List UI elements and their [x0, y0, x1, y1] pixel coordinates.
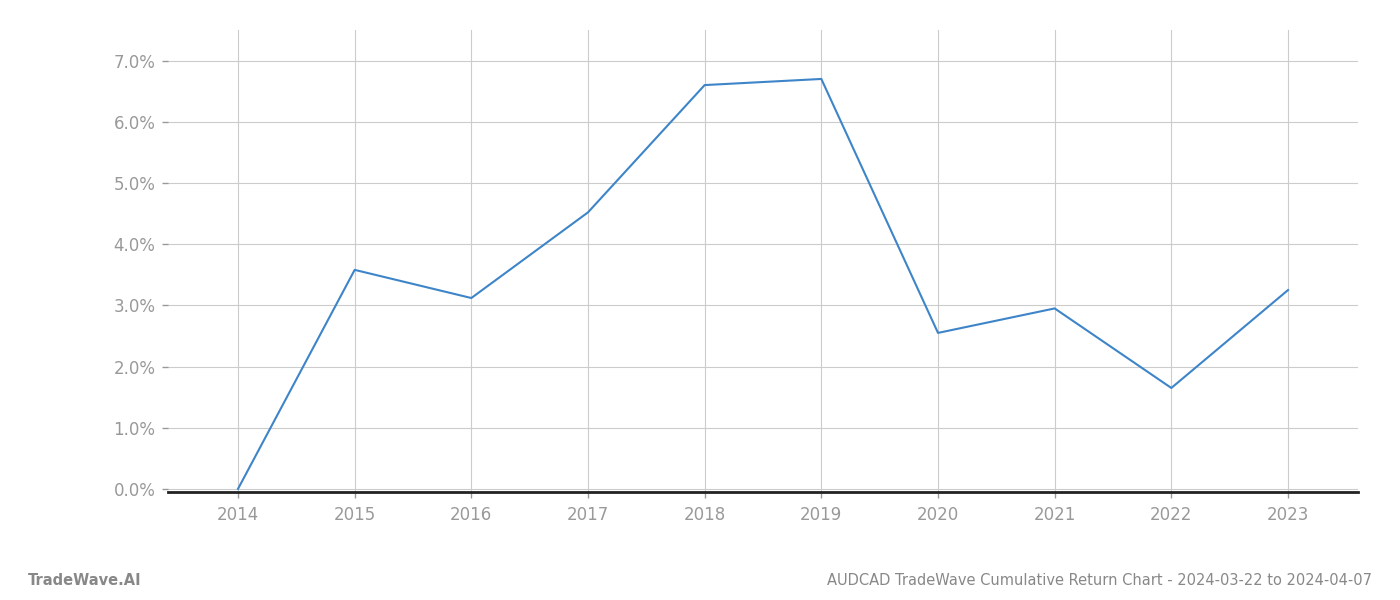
Text: TradeWave.AI: TradeWave.AI — [28, 573, 141, 588]
Text: AUDCAD TradeWave Cumulative Return Chart - 2024-03-22 to 2024-04-07: AUDCAD TradeWave Cumulative Return Chart… — [827, 573, 1372, 588]
